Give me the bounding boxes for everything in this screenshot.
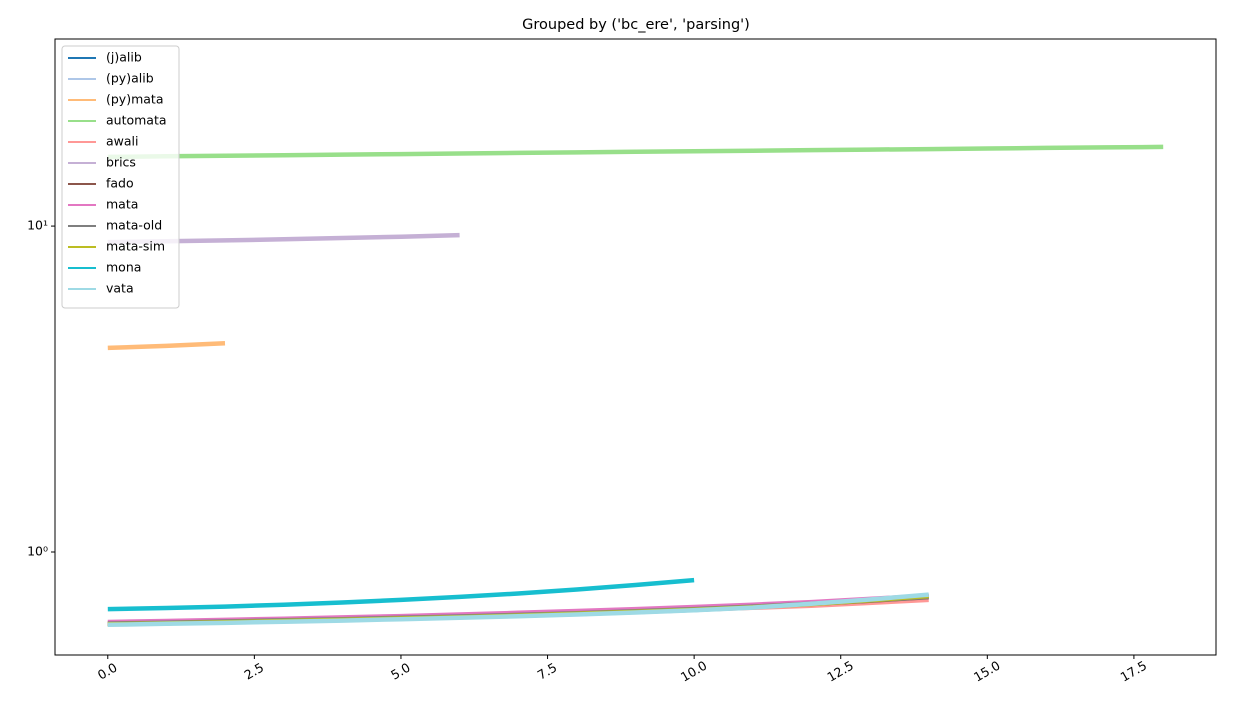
x-tick-label: 15.0 [971, 658, 1003, 685]
x-tick-label: 12.5 [824, 658, 856, 685]
x-tick-label: 10.0 [678, 658, 710, 685]
legend-box [61, 45, 180, 309]
x-tick-label: 7.5 [535, 660, 560, 683]
x-tick-label: 17.5 [1118, 658, 1150, 685]
y-tick-label: 10⁰ [27, 543, 48, 558]
legend-label: mata [106, 197, 138, 212]
line [107, 577, 695, 612]
legend-label: brics [106, 155, 136, 170]
x-tick-label: 2.5 [242, 660, 267, 683]
legend-label: automata [106, 113, 167, 128]
legend: (j)alib (py)alib (py)mata automata awali bric… [61, 45, 180, 309]
chart-title: Grouped by ('bc_ere', 'parsing') [522, 17, 750, 33]
legend-label: mata-old [106, 218, 162, 233]
legend-label: awali [106, 134, 139, 149]
legend-label: (py)alib [106, 71, 154, 86]
legend-label: fado [106, 176, 134, 191]
plot-frame [54, 38, 1217, 656]
x-tick-label: 0.0 [95, 660, 120, 683]
line [107, 592, 929, 628]
legend-label: (j)alib [106, 50, 142, 65]
x-tick-label: 5.0 [388, 660, 413, 683]
y-tick-label: 10¹ [27, 218, 48, 233]
line [107, 144, 1164, 160]
legend-label: vata [106, 281, 134, 296]
legend-label: (py)mata [106, 92, 163, 107]
legend-label: mona [106, 260, 141, 275]
legend-label: mata-sim [106, 239, 165, 254]
line [107, 341, 226, 351]
